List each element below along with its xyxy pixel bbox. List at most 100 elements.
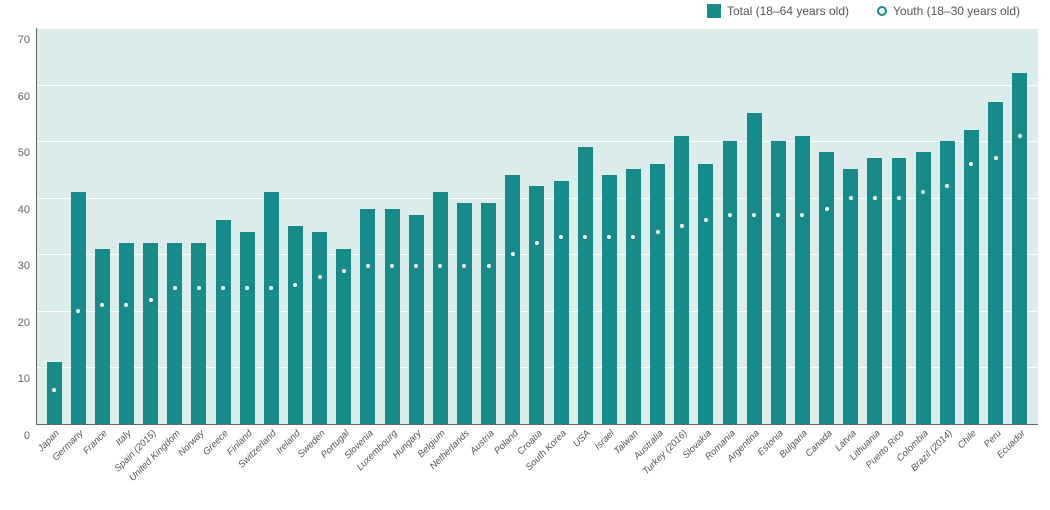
x-label-slot: Canada	[815, 424, 839, 510]
youth-marker	[460, 262, 468, 270]
bar-slot	[573, 28, 597, 424]
youth-marker	[774, 211, 782, 219]
x-label-slot: South Korea	[549, 424, 573, 510]
legend-item-total: Total (18–64 years old)	[707, 4, 849, 18]
bar	[288, 226, 303, 424]
bar-slot	[549, 28, 573, 424]
bar	[481, 203, 496, 424]
bar	[554, 181, 569, 424]
youth-marker	[871, 194, 879, 202]
bar-slot	[187, 28, 211, 424]
x-label-slot: Romania	[718, 424, 742, 510]
bar-slot	[428, 28, 452, 424]
y-axis-line	[36, 28, 37, 424]
bar-slot	[863, 28, 887, 424]
x-label-slot: Peru	[983, 424, 1007, 510]
x-label-slot: Portugal	[332, 424, 356, 510]
bar-slot	[766, 28, 790, 424]
youth-marker	[219, 284, 227, 292]
x-label-slot: United Kingdom	[163, 424, 187, 510]
bar	[216, 220, 231, 424]
bar-slot	[163, 28, 187, 424]
legend-label-total: Total (18–64 years old)	[727, 4, 849, 18]
youth-marker	[291, 281, 299, 289]
bar	[143, 243, 158, 424]
youth-marker	[533, 239, 541, 247]
bar	[626, 169, 641, 424]
legend-swatch-bar	[707, 4, 721, 18]
x-label-slot: Luxembourg	[380, 424, 404, 510]
bar	[95, 249, 110, 424]
bar	[650, 164, 665, 424]
bar	[433, 192, 448, 424]
bar-slot	[66, 28, 90, 424]
youth-marker	[195, 284, 203, 292]
bar-slot	[1008, 28, 1032, 424]
x-label-slot: Argentina	[742, 424, 766, 510]
legend-item-youth: Youth (18–30 years old)	[877, 4, 1020, 18]
youth-marker	[943, 182, 951, 190]
youth-marker	[557, 233, 565, 241]
x-label-slot: Netherlands	[452, 424, 476, 510]
x-tick-label: USA	[571, 428, 593, 450]
bar-slot	[911, 28, 935, 424]
bar-slot	[114, 28, 138, 424]
youth-marker	[629, 233, 637, 241]
youth-marker	[267, 284, 275, 292]
x-label-slot: Israel	[597, 424, 621, 510]
bar	[843, 169, 858, 424]
x-label-slot: Switzerland	[259, 424, 283, 510]
youth-marker	[992, 154, 1000, 162]
bar-slot	[839, 28, 863, 424]
x-tick-label: Chile	[956, 428, 979, 451]
bar-slot	[815, 28, 839, 424]
bar-slot	[139, 28, 163, 424]
x-label-slot: Turkey (2016)	[670, 424, 694, 510]
youth-marker	[750, 211, 758, 219]
x-label-slot: Norway	[187, 424, 211, 510]
bar	[167, 243, 182, 424]
youth-marker	[364, 262, 372, 270]
x-label-slot: Chile	[959, 424, 983, 510]
bars-layer	[36, 28, 1038, 424]
bar	[360, 209, 375, 424]
bar	[191, 243, 206, 424]
bar-slot	[959, 28, 983, 424]
x-label-slot: Brazil (2014)	[935, 424, 959, 510]
x-axis-labels: JapanGermanyFranceItalySpain (2015)Unite…	[36, 424, 1038, 510]
x-label-slot: Latvia	[839, 424, 863, 510]
y-tick-label: 70	[0, 34, 30, 46]
x-label-slot: Slovakia	[694, 424, 718, 510]
bar-slot	[597, 28, 621, 424]
y-tick-label: 0	[0, 430, 30, 442]
youth-marker	[74, 307, 82, 315]
youth-marker	[436, 262, 444, 270]
y-tick-label: 30	[0, 260, 30, 272]
youth-marker	[895, 194, 903, 202]
youth-marker	[702, 216, 710, 224]
y-tick-label: 50	[0, 147, 30, 159]
bar	[698, 164, 713, 424]
bar	[240, 232, 255, 424]
youth-marker	[581, 233, 589, 241]
y-tick-label: 60	[0, 91, 30, 103]
bar-slot	[742, 28, 766, 424]
youth-marker	[147, 296, 155, 304]
x-label-slot: Hungary	[404, 424, 428, 510]
youth-marker	[1016, 132, 1024, 140]
bar	[795, 136, 810, 425]
x-label-slot: Poland	[501, 424, 525, 510]
x-label-slot: Ireland	[283, 424, 307, 510]
bar	[529, 186, 544, 424]
bar-slot	[452, 28, 476, 424]
bar-slot	[983, 28, 1007, 424]
bar-slot	[404, 28, 428, 424]
bar	[264, 192, 279, 424]
youth-marker	[678, 222, 686, 230]
legend-label-youth: Youth (18–30 years old)	[893, 4, 1020, 18]
x-label-slot: Ecuador	[1008, 424, 1032, 510]
bar-slot	[525, 28, 549, 424]
bar-slot	[308, 28, 332, 424]
bar	[674, 136, 689, 425]
youth-marker	[388, 262, 396, 270]
